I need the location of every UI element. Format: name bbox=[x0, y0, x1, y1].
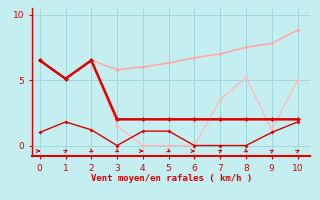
X-axis label: Vent moyen/en rafales ( km/h ): Vent moyen/en rafales ( km/h ) bbox=[91, 174, 252, 183]
